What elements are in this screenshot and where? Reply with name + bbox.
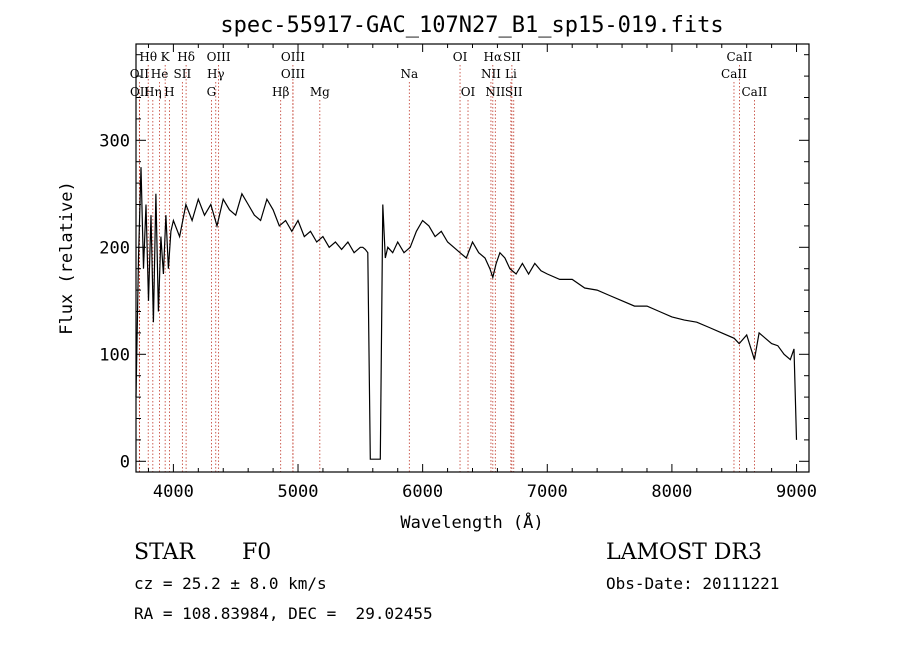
spectrum-line: [135, 167, 798, 460]
line-label: SII: [174, 67, 192, 81]
x-tick-label: 9000: [776, 482, 817, 502]
line-label: Na: [400, 67, 418, 81]
line-label: Hδ: [177, 50, 195, 64]
sky-coordinates: RA = 108.83984, DEC = 29.02455: [134, 604, 433, 623]
line-label: OII: [130, 85, 150, 99]
line-label: OI: [453, 50, 468, 64]
y-axis-label: Flux (relative): [57, 181, 77, 335]
line-label: Hθ: [139, 50, 157, 64]
line-label: CaII: [727, 50, 753, 64]
line-label: He: [151, 67, 169, 81]
line-label: Li: [505, 67, 517, 81]
line-label: SII: [503, 50, 521, 64]
line-label: CaII: [721, 67, 747, 81]
line-label: OIII: [207, 50, 231, 64]
line-label: NII: [481, 67, 501, 81]
line-label: G: [207, 85, 217, 99]
line-label: Hη: [144, 85, 162, 99]
x-tick-label: 6000: [402, 482, 443, 502]
spectral-subclass: F0: [242, 540, 272, 565]
redshift-value: cz = 25.2 ± 8.0 km/s: [134, 574, 327, 593]
x-axis-label: Wavelength (Å): [400, 511, 543, 533]
survey-name: LAMOST DR3: [606, 540, 762, 565]
x-axis-ticks: 4000 5000 6000 7000 8000 9000: [147, 44, 817, 502]
line-label: NII: [485, 85, 505, 99]
y-tick-label: 0: [120, 452, 130, 472]
plot-frame: [135, 43, 810, 473]
line-label: OII: [130, 67, 150, 81]
y-tick-label: 300: [99, 131, 130, 151]
line-label: Mg: [310, 85, 330, 99]
line-label: CaII: [741, 85, 767, 99]
line-label: K: [161, 50, 171, 64]
x-tick-label: 8000: [651, 482, 692, 502]
spectrum-chart: spec-55917-GAC_107N27_B1_sp15-019.fits H…: [57, 13, 817, 533]
x-tick-label: 7000: [527, 482, 568, 502]
y-tick-label: 100: [99, 345, 130, 365]
line-label: Hα: [484, 50, 503, 64]
chart-title: spec-55917-GAC_107N27_B1_sp15-019.fits: [220, 13, 723, 38]
x-tick-label: 4000: [153, 482, 194, 502]
spectral-line-markers: [138, 65, 755, 472]
line-label: OIII: [281, 67, 305, 81]
line-label: OIII: [281, 50, 305, 64]
object-type: STAR: [134, 540, 195, 565]
line-label: Hγ: [207, 67, 225, 81]
line-label: H: [164, 85, 174, 99]
line-label: Hβ: [272, 85, 289, 99]
y-axis-ticks: 0 100 200 300: [99, 54, 809, 472]
observation-date: Obs-Date: 20111221: [606, 574, 780, 593]
x-tick-label: 5000: [278, 482, 319, 502]
y-tick-label: 200: [99, 238, 130, 258]
line-label: SII: [505, 85, 523, 99]
line-label: OI: [461, 85, 476, 99]
